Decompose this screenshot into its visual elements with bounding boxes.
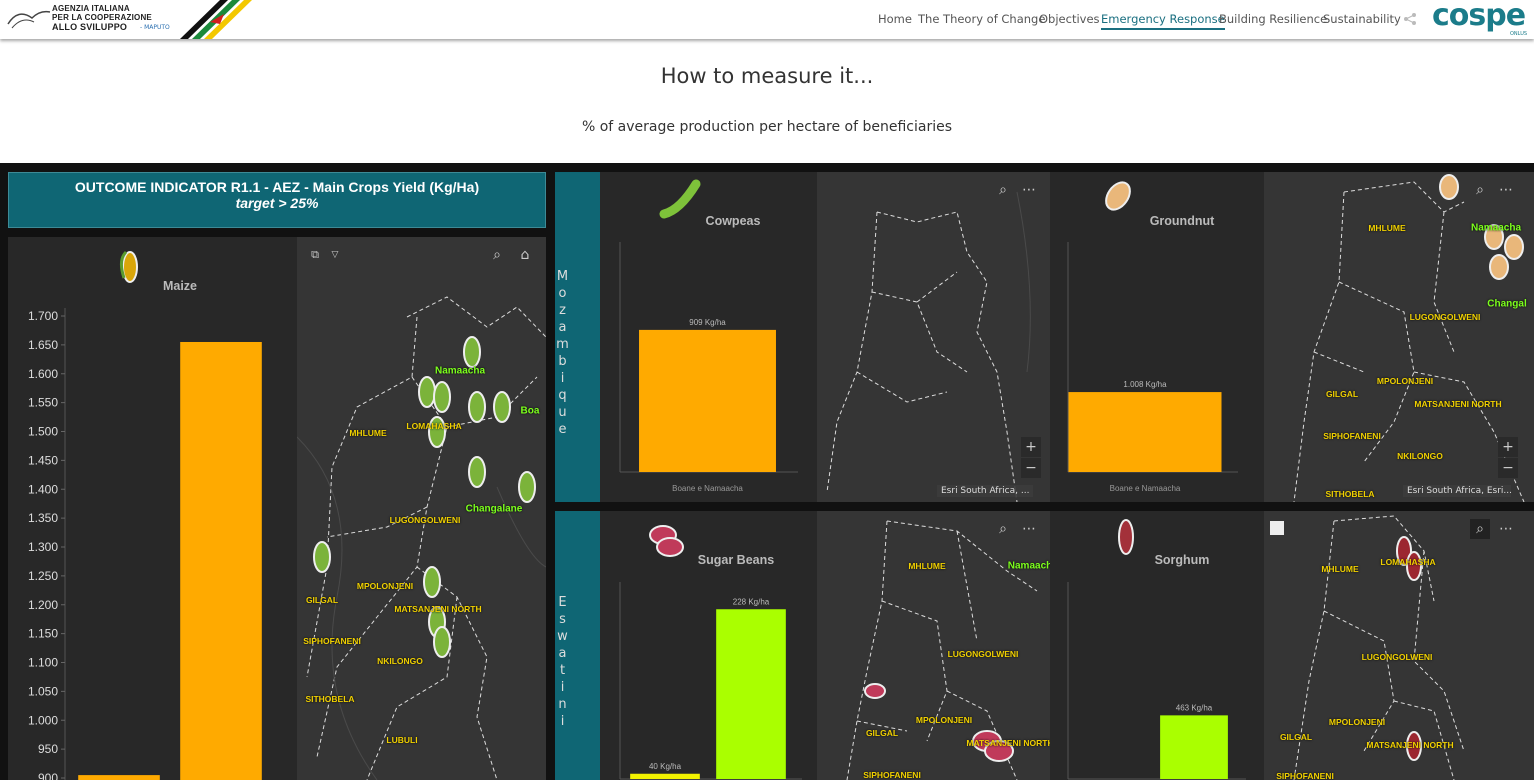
logo-mark (7, 10, 51, 29)
map[interactable]: ⌕ ⋯ + − Esri South Africa, ... (817, 172, 1050, 502)
map-label: LUGONGOLWENI (1361, 652, 1433, 662)
logo-text: ALLO SVILUPPO (52, 22, 128, 32)
group-label: Eswatini (555, 511, 600, 780)
map-label: Changalane (465, 503, 523, 515)
home-button[interactable]: ⌂ (520, 247, 530, 263)
chart-panel (1050, 511, 1264, 780)
nav-link[interactable]: Sustainability (1323, 12, 1401, 26)
chart-panel (600, 511, 817, 780)
map-label: MPOLONJENI (1328, 717, 1386, 727)
section-title: How to measure it... (660, 64, 874, 88)
map-label: MPOLONJENI (915, 715, 973, 725)
more-button[interactable]: ⋯ (1022, 521, 1036, 537)
map-label: MATSANJENI NORTH (1366, 740, 1454, 750)
indicator-target: target > 25% (235, 195, 319, 211)
brand-sub: ONLUS (1510, 31, 1528, 37)
map-label: LUGONGOLWENI (389, 515, 461, 525)
map[interactable]: ⌕ ⋯ + − MHLUME Namaacha Changal LUGONGOLWEN… (1264, 172, 1534, 502)
map-label: MPOLONJENI (1376, 376, 1434, 386)
map-label: GILGAL (865, 728, 899, 738)
map[interactable]: ⌕ ⋯ MHLUME LOMAHASHA LUGONGOLWENI MPOLONJEN… (1264, 511, 1534, 780)
nav-link[interactable]: Building Resilience (1219, 12, 1328, 26)
search-button[interactable]: ⌕ (1470, 519, 1490, 539)
map-label: Namaach (1007, 560, 1050, 572)
map-attribution: Esri South Africa, Esri... (1403, 485, 1511, 497)
chart-panel (1050, 172, 1264, 502)
map-label: LUGONGOLWENI (947, 649, 1019, 659)
map-lines (826, 191, 1031, 502)
zoom-in[interactable]: + (1498, 437, 1518, 457)
map-label: MHLUME (1368, 223, 1406, 233)
map-label: LUGONGOLWENI (1409, 312, 1481, 322)
logo-text: PER LA COOPERAZIONE (52, 13, 152, 22)
indicator-box: OUTCOME INDICATOR R1.1 - AEZ - Main Crop… (8, 172, 546, 228)
share-icon[interactable] (1403, 12, 1417, 26)
map-attribution: Esri South Africa, ... (937, 485, 1034, 497)
search-button[interactable]: ⌕ (999, 521, 1007, 537)
map-label: MPOLONJENI (356, 581, 414, 591)
map-label: SITHOBELA (1325, 489, 1375, 499)
map-label: Namaacha (434, 365, 486, 377)
map-label: SIPHOFANENI (1323, 431, 1381, 441)
nav-link[interactable]: Home (878, 12, 912, 26)
zoom-out[interactable]: − (1021, 458, 1041, 478)
map-button[interactable]: ⧉ (311, 248, 319, 261)
group-label: Mozambique (555, 172, 600, 502)
map-label: MHLUME (349, 428, 387, 438)
map-label: MATSANJENI NORTH (394, 604, 482, 614)
map-label: SIPHOFANENI (1276, 771, 1334, 780)
search-button[interactable]: ⌕ (999, 182, 1007, 198)
map-button[interactable]: ▽ (331, 250, 339, 260)
logo-sub: - MAPUTO (140, 24, 170, 31)
search-button[interactable]: ⌕ (1476, 182, 1484, 198)
map-label: Boa (520, 405, 540, 417)
brand: cospe (1432, 0, 1526, 33)
more-button[interactable]: ⋯ (1022, 182, 1036, 198)
more-button[interactable]: ⋯ (1499, 182, 1513, 198)
map-lines (1293, 174, 1525, 502)
map-label: LOMAHASHA (406, 421, 462, 431)
map-label: Namaacha (1470, 222, 1522, 234)
map-lines (846, 520, 1038, 780)
map-label: SIPHOFANENI (863, 770, 921, 780)
map[interactable]: ⧉ ▽ ⌕ ⌂ Namaacha Boa MHLUME LOMAHASHA Changa… (297, 237, 546, 780)
logo-text: AGENZIA ITALIANA (52, 4, 130, 13)
header: AGENZIA ITALIANA PER LA COOPERAZIONE ALL… (0, 0, 1534, 39)
map-label: SIPHOFANENI (303, 636, 361, 646)
map-label: NKILONGO (377, 656, 423, 666)
map-label: MATSANJENI NORTH (1414, 399, 1502, 409)
map-label: GILGAL (1279, 732, 1313, 742)
map-label: MHLUME (1321, 564, 1359, 574)
flag-stripes (180, 0, 252, 39)
map-label: NKILONGO (1397, 451, 1443, 461)
search-button[interactable]: ⌕ (493, 247, 501, 263)
nav-link[interactable]: Emergency Response (1101, 12, 1225, 30)
map-label: SITHOBELA (305, 694, 355, 704)
indicator-title: OUTCOME INDICATOR R1.1 - AEZ - Main Crop… (74, 179, 480, 195)
zoom-out[interactable]: − (1498, 458, 1518, 478)
map-lines (297, 296, 546, 780)
map-label: LUBULI (386, 735, 418, 745)
map-label: GILGAL (1325, 389, 1359, 399)
map-lines (1293, 515, 1465, 780)
map-label: LOMAHASHA (1380, 557, 1436, 567)
more-button[interactable]: ⋯ (1499, 521, 1513, 537)
map-label: MATSANJENI NORTH (966, 738, 1050, 748)
nav-link[interactable]: The Theory of Change (918, 12, 1046, 26)
zoom-in[interactable]: + (1021, 437, 1041, 457)
map-label: Changal (1487, 298, 1527, 310)
map-label: GILGAL (305, 595, 339, 605)
map[interactable]: ⌕ ⋯ MHLUME Namaach LUGONGOLWENI MPOLONJENI G… (817, 511, 1050, 780)
section-subtitle: % of average production per hectare of b… (581, 119, 953, 135)
map-label: MHLUME (908, 561, 946, 571)
chart-panel (8, 237, 297, 780)
nav-link[interactable]: Objectives (1039, 12, 1100, 26)
chart-panel (600, 172, 817, 502)
